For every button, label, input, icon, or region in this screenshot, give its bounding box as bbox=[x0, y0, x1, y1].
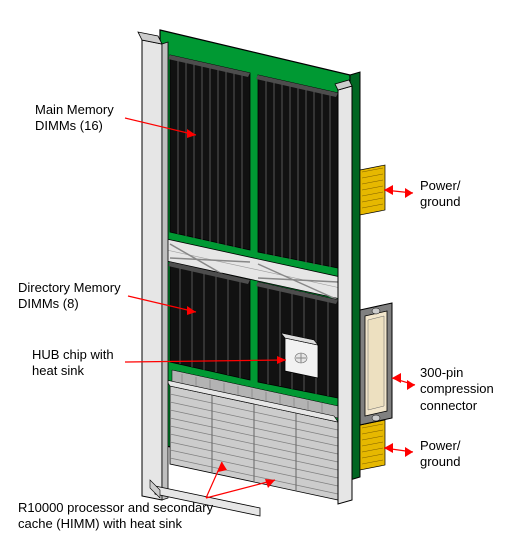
hub-heatsink bbox=[281, 333, 318, 378]
front-stiffener bbox=[138, 32, 168, 500]
label-connector: 300-pin compression connector bbox=[420, 365, 494, 414]
right-stiffener bbox=[335, 80, 352, 504]
label-main-memory: Main Memory DIMMs (16) bbox=[35, 102, 114, 135]
label-directory-memory: Directory Memory DIMMs (8) bbox=[18, 280, 121, 313]
label-power-top: Power/ ground bbox=[420, 178, 460, 211]
compression-connector bbox=[360, 303, 392, 425]
label-hub: HUB chip with heat sink bbox=[32, 347, 114, 380]
label-power-bottom: Power/ ground bbox=[420, 438, 460, 471]
label-processor: R10000 processor and secondary cache (HI… bbox=[18, 500, 213, 533]
